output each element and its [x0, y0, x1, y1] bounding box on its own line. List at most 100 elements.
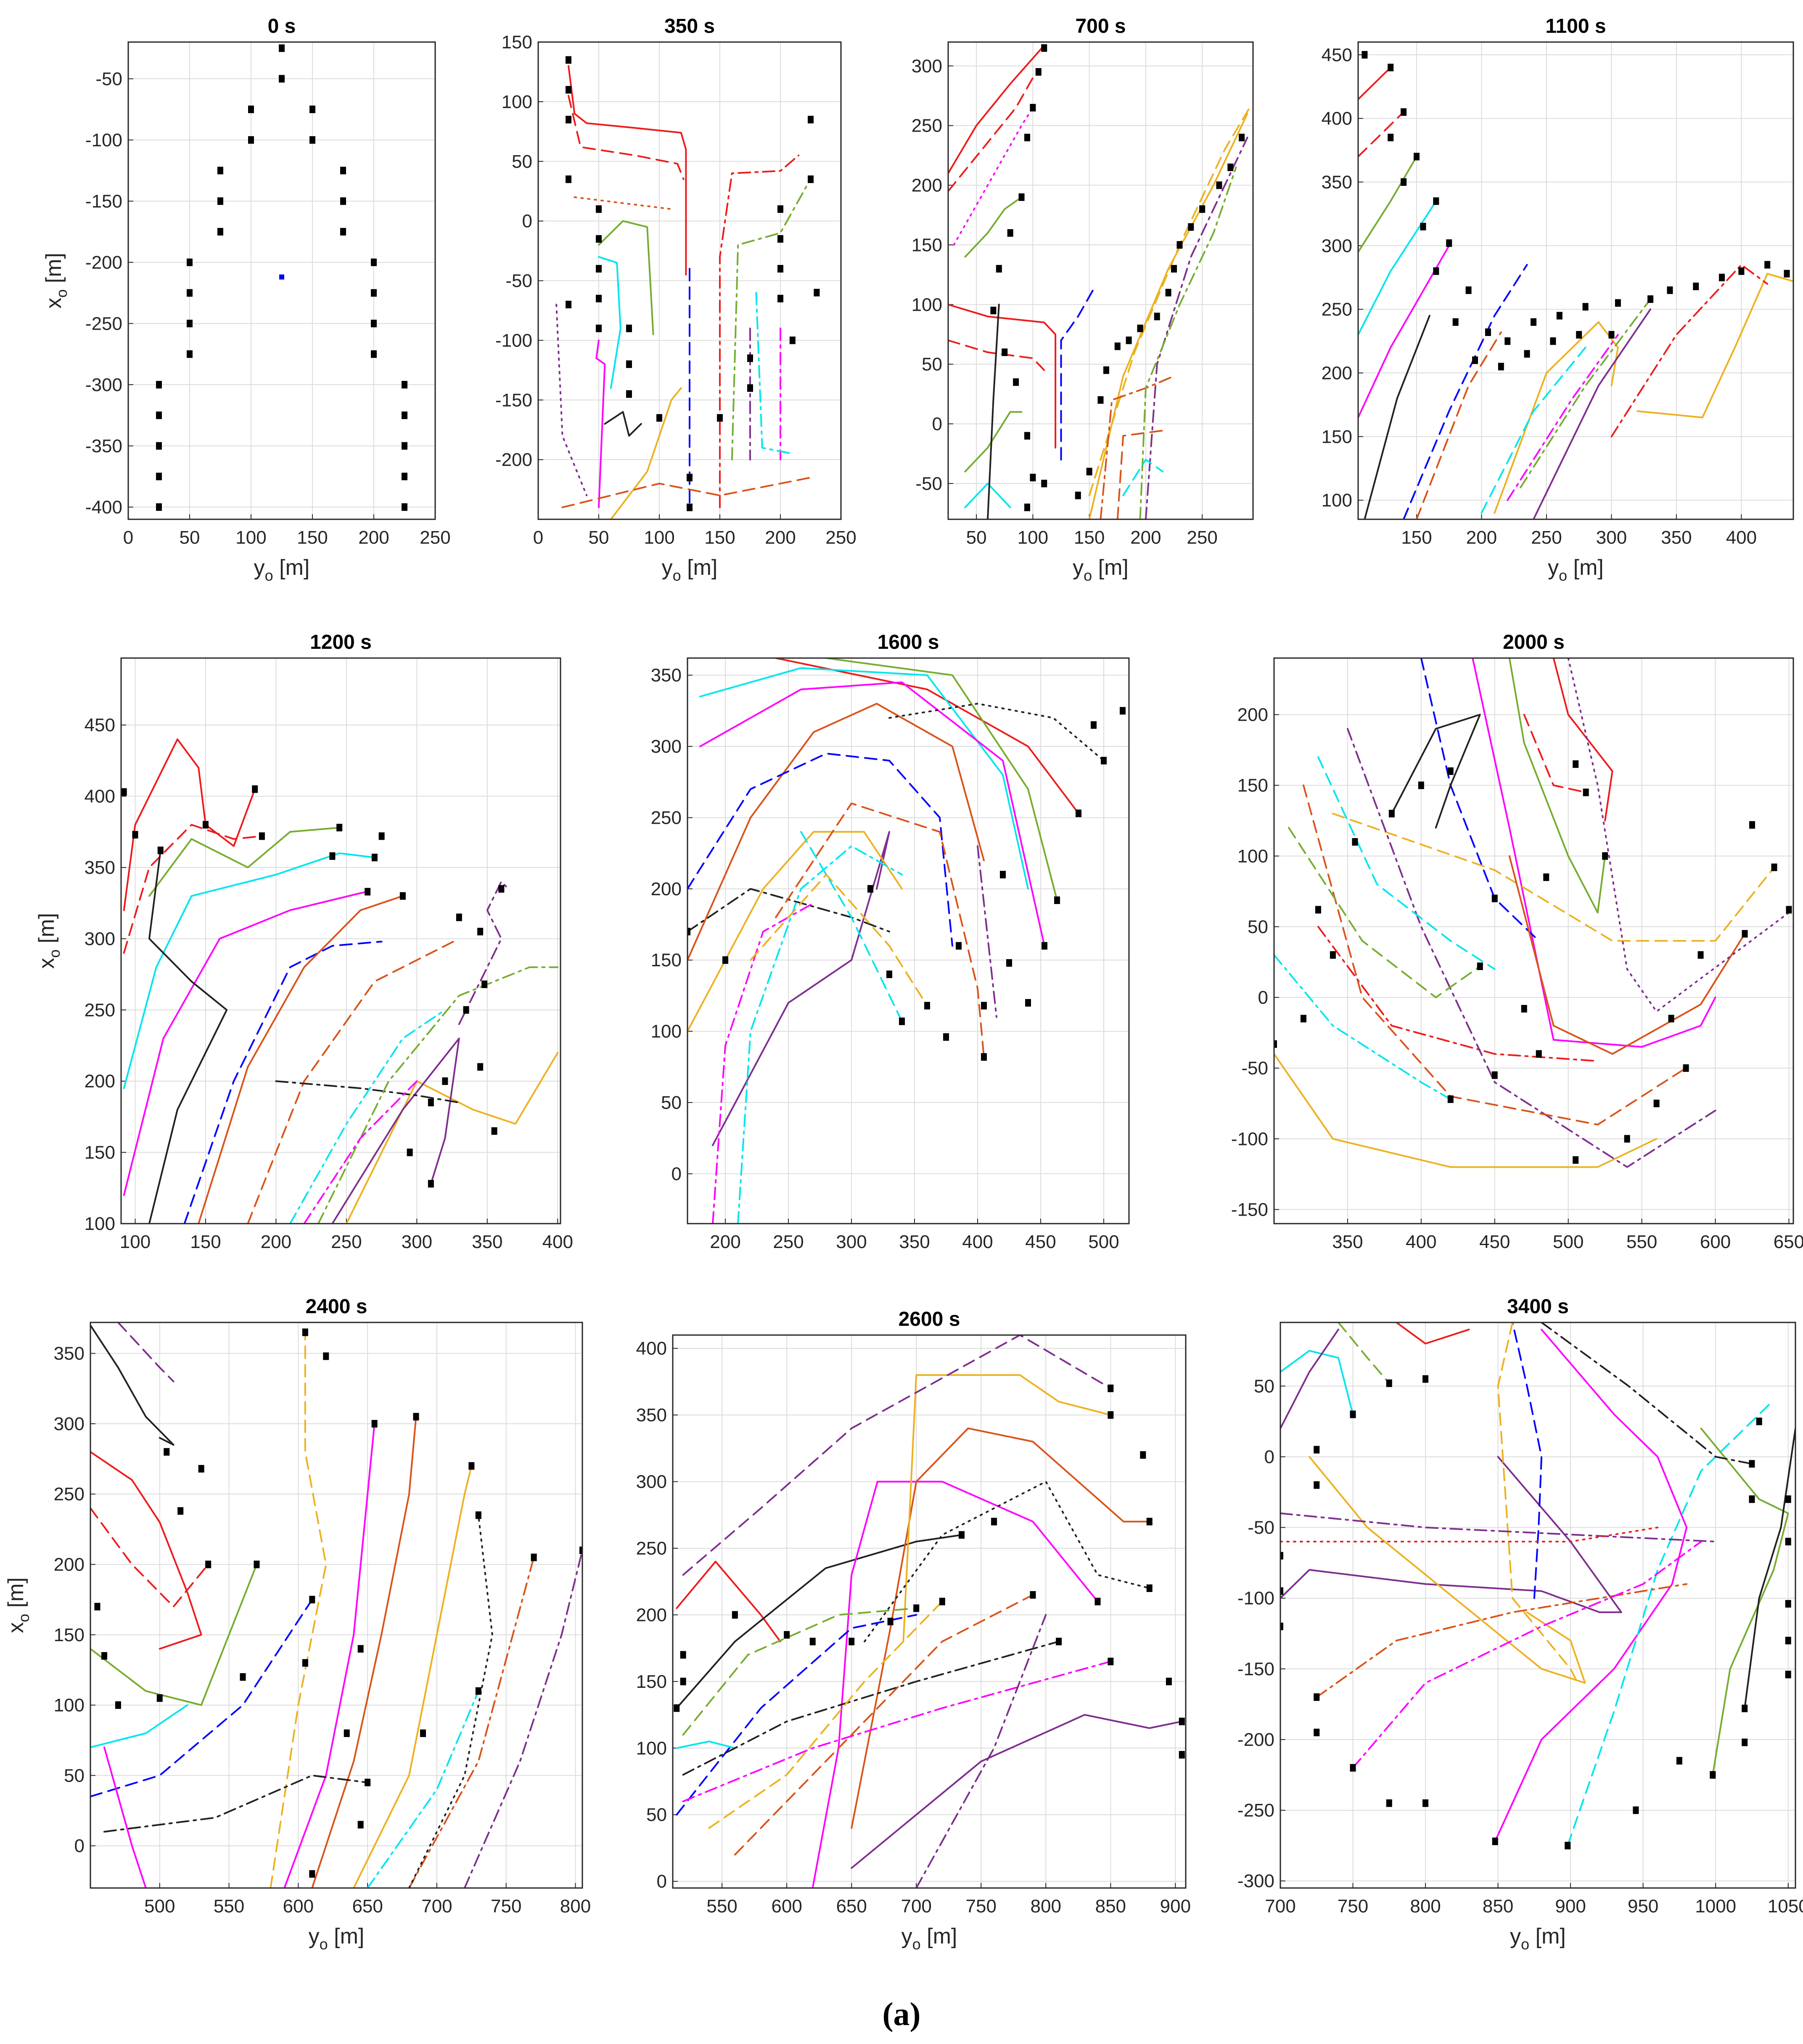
vehicle-marker — [1582, 303, 1589, 311]
vehicle-marker — [442, 1077, 448, 1085]
series-line — [598, 256, 621, 389]
series-line — [888, 703, 1105, 762]
series-line — [825, 658, 1058, 901]
series-line — [331, 1037, 460, 1224]
series-line — [595, 339, 606, 508]
subplot-title: 350 s — [664, 15, 715, 37]
vehicle-marker — [1710, 1771, 1716, 1779]
series-line — [775, 802, 985, 1058]
plot-area — [121, 658, 560, 1224]
series-line — [851, 1714, 1183, 1869]
vehicle-marker — [309, 1870, 315, 1878]
subplot-0: 0 50 100 150 200 250 -400 -350 -300 -250 -200 -150 -… — [42, 15, 451, 584]
x-tick-label: 650 — [352, 1896, 383, 1917]
vehicle-marker — [371, 1420, 378, 1428]
vehicle-marker — [1000, 870, 1006, 878]
vehicle-marker — [1531, 318, 1537, 326]
series-line — [568, 65, 687, 276]
series-line — [1507, 334, 1619, 501]
vehicle-marker — [1447, 767, 1454, 775]
subplot-title: 2600 s — [899, 1308, 960, 1330]
axes-frame — [537, 41, 842, 520]
series-line — [90, 1324, 174, 1446]
series-line — [90, 1599, 313, 1798]
series-line — [977, 845, 997, 1018]
series-line — [851, 1427, 1150, 1829]
series-line — [1508, 855, 1746, 1055]
vehicle-marker — [1491, 894, 1498, 902]
y-tick-label: -50 — [915, 473, 942, 494]
y-tick-label: 150 — [636, 1671, 667, 1692]
vehicle-marker — [205, 1560, 211, 1568]
vehicle-marker — [809, 1637, 816, 1645]
vehicle-marker — [340, 228, 346, 236]
subplot-4: 100 150 200 250 300 350 400 100 150 200 250 300 350 4… — [34, 631, 573, 1252]
y-tick-label: 0 — [657, 1871, 667, 1892]
series-line — [103, 1746, 147, 1888]
x-tick-label: 100 — [644, 527, 674, 548]
series-line — [148, 827, 341, 897]
subplot-title: 1600 s — [878, 631, 939, 653]
y-tick-label: 50 — [1254, 1376, 1274, 1396]
series-line — [1288, 827, 1481, 998]
vehicle-marker — [187, 320, 193, 328]
x-tick-label: 650 — [1774, 1232, 1803, 1252]
vehicle-marker — [1386, 1799, 1392, 1807]
subplot-8: 550 600 650 700 750 800 850 900 0 50 100 150 200 250 3… — [636, 1308, 1191, 1953]
y-tick-label: -100 — [1231, 1129, 1268, 1149]
y-tick-label: -400 — [85, 497, 122, 518]
subplot-9: 700 750 800 850 900 950 1000 1050 -300 -250 -200 -1… — [1237, 1296, 1803, 1953]
series-line — [1480, 346, 1586, 514]
vehicle-marker — [132, 831, 138, 839]
y-tick-label: 0 — [74, 1836, 85, 1856]
series-line — [1391, 714, 1481, 829]
series-line — [198, 895, 404, 1224]
vehicle-marker — [371, 258, 377, 266]
vehicle-marker — [1227, 163, 1234, 171]
series-line — [699, 681, 1045, 947]
vehicle-marker — [248, 136, 254, 144]
vehicle-marker — [456, 913, 462, 921]
x-tick-label: 700 — [1265, 1896, 1295, 1917]
vehicle-marker — [1556, 312, 1562, 320]
series-line — [734, 1594, 1034, 1856]
x-tick-label: 750 — [491, 1896, 521, 1917]
series-line — [148, 849, 228, 1224]
x-tick-label: 250 — [1531, 527, 1562, 548]
series-line — [247, 938, 460, 1224]
series-line — [311, 1416, 417, 1888]
vehicle-marker — [1352, 838, 1358, 846]
series-line — [915, 1614, 1047, 1888]
vehicle-marker — [717, 414, 723, 422]
vehicle-marker — [1056, 1637, 1062, 1645]
vehicle-marker — [428, 1099, 434, 1107]
series-line — [598, 220, 654, 336]
series-line — [1420, 658, 1540, 942]
figure-caption: (a) — [882, 1996, 921, 2032]
series-group — [687, 658, 1126, 1224]
series-line — [183, 941, 383, 1224]
series-line — [676, 1560, 781, 1642]
y-tick-label: 150 — [651, 950, 682, 970]
vehicle-marker — [1742, 930, 1748, 938]
vehicle-marker — [1785, 1600, 1791, 1608]
series-line — [737, 845, 903, 1224]
vehicle-marker — [1653, 1100, 1660, 1108]
series-line — [1358, 245, 1450, 418]
x-tick-label: 400 — [962, 1232, 993, 1252]
vehicle-marker — [981, 1002, 987, 1010]
series-line — [750, 874, 928, 1007]
series-line — [687, 831, 903, 1032]
y-tick-label: -50 — [95, 69, 122, 89]
x-tick-label: 300 — [402, 1232, 432, 1252]
plot-area — [948, 42, 1253, 519]
series-line — [317, 966, 559, 1224]
vehicle-marker — [1401, 108, 1407, 116]
vehicle-marker — [1024, 503, 1030, 511]
series-line — [687, 753, 953, 947]
vehicle-marker — [1166, 1677, 1172, 1685]
x-tick-label: 350 — [1332, 1232, 1363, 1252]
vehicle-marker — [1120, 707, 1126, 715]
y-tick-label: 0 — [522, 211, 532, 232]
vehicle-marker — [491, 1127, 497, 1135]
